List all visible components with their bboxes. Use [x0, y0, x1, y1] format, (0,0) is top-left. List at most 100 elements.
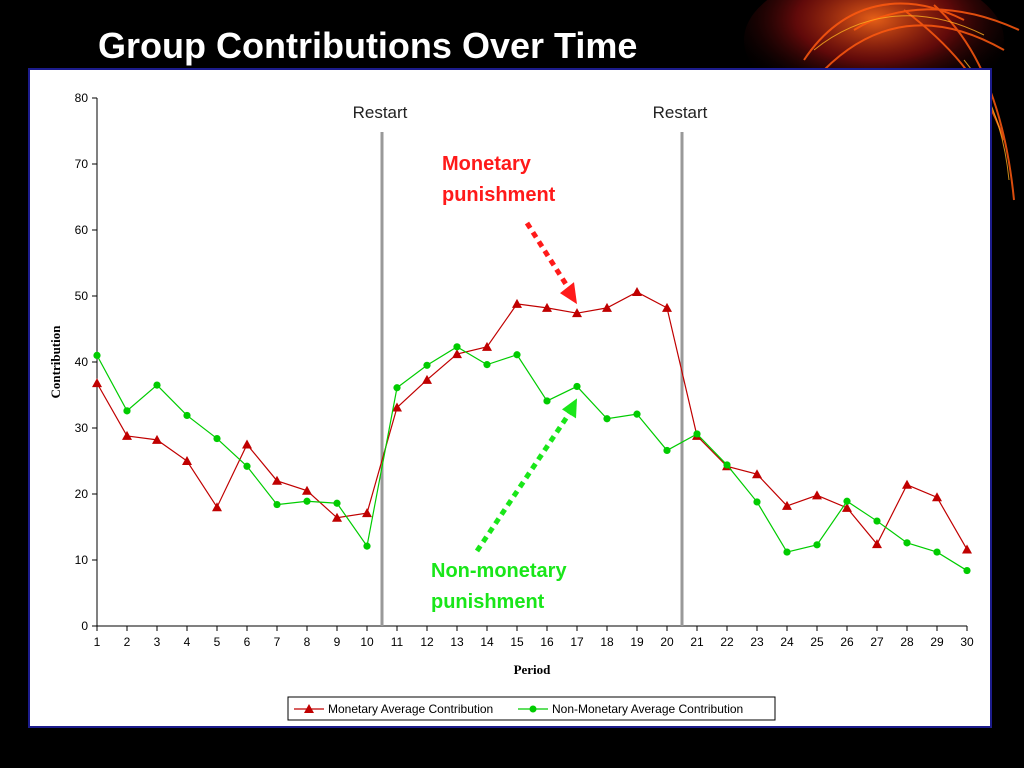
x-tick-label: 18 [600, 635, 614, 649]
non-monetary-point [483, 361, 491, 369]
monetary-point [122, 430, 132, 440]
y-tick-label: 80 [75, 91, 89, 105]
legend: Monetary Average Contribution Non-Moneta… [287, 696, 776, 721]
monetary-point [212, 502, 222, 512]
slide-title: Group Contributions Over Time [98, 25, 638, 66]
non-monetary-point [273, 500, 281, 509]
non-monetary-point [843, 497, 851, 505]
non-monetary-point [753, 498, 761, 506]
non-monetary-point [663, 446, 671, 455]
x-axis-title: Period [514, 662, 552, 677]
non-monetary-annotation-line-2: punishment [431, 591, 545, 613]
monetary-point [152, 434, 162, 444]
non-monetary-point [183, 411, 191, 420]
non-monetary-point [873, 517, 881, 525]
non-monetary-point [933, 548, 941, 556]
monetary-point [602, 302, 612, 312]
non-monetary-point [453, 343, 461, 351]
x-tick-label: 1 [94, 635, 101, 649]
restart-lines: Restart Restart [353, 103, 708, 626]
x-tick-label: 15 [510, 635, 524, 649]
non-monetary-point [93, 351, 101, 359]
restart-label-2: Restart [653, 103, 708, 122]
x-tick-label: 17 [570, 635, 584, 649]
monetary-point [392, 402, 402, 412]
x-tick-label: 20 [660, 635, 674, 649]
monetary-point [782, 500, 792, 510]
non-monetary-point [543, 397, 551, 405]
x-tick-label: 2 [124, 635, 131, 649]
monetary-point [872, 539, 882, 549]
non-monetary-point [333, 499, 341, 507]
monetary-point [902, 479, 912, 489]
non-monetary-point [633, 410, 641, 418]
x-tick-label: 21 [690, 635, 704, 649]
monetary-point [572, 308, 582, 318]
non-monetary-point [723, 461, 731, 469]
non-monetary-point [903, 539, 911, 547]
y-tick-label: 0 [81, 619, 88, 633]
monetary-annotation-line-2: punishment [442, 184, 556, 206]
y-tick-label: 10 [75, 553, 89, 567]
monetary-point [362, 508, 372, 518]
series-layer [92, 287, 972, 575]
non-monetary-annotation-line-1: Non-monetary [431, 560, 567, 582]
legend-non-monetary-label: Non-Monetary Average Contribution [552, 702, 743, 716]
x-tick-label: 6 [244, 635, 251, 649]
monetary-annotation-line-1: Monetary [442, 153, 532, 175]
non-monetary-point [363, 542, 371, 550]
non-monetary-arrow-head [562, 398, 577, 419]
monetary-point [752, 469, 762, 479]
x-tick-label: 13 [450, 635, 464, 649]
non-monetary-point [693, 430, 701, 438]
non-monetary-point [393, 384, 401, 392]
monetary-point [452, 349, 462, 359]
monetary-arrow-head [560, 282, 577, 305]
non-monetary-point [213, 434, 221, 443]
annotations: Monetary punishment Non-monetary punishm… [431, 153, 577, 613]
chart-panel [28, 68, 992, 728]
non-monetary-point [963, 566, 971, 575]
x-tick-label: 3 [154, 635, 161, 649]
restart-label-1: Restart [353, 103, 408, 122]
monetary-point [842, 502, 852, 512]
y-tick-label: 50 [75, 289, 89, 303]
monetary-point [332, 512, 342, 522]
x-tick-label: 19 [630, 635, 644, 649]
x-tick-label: 8 [304, 635, 311, 649]
monetary-point [542, 302, 552, 312]
monetary-point [482, 341, 492, 351]
x-tick-label: 28 [900, 635, 914, 649]
monetary-point [932, 492, 942, 502]
monetary-point [812, 490, 822, 500]
x-tick-label: 12 [420, 635, 434, 649]
x-tick-label: 22 [720, 635, 734, 649]
legend-monetary-label: Monetary Average Contribution [328, 702, 493, 716]
non-monetary-point [813, 541, 821, 549]
x-tick-label: 26 [840, 635, 854, 649]
non-monetary-arrow-shaft [474, 411, 573, 553]
monetary-point [92, 378, 102, 388]
monetary-point [962, 544, 972, 554]
non-monetary-point [243, 462, 251, 470]
y-tick-label: 30 [75, 421, 89, 435]
y-tick-label: 20 [75, 487, 89, 501]
monetary-series-line [96, 291, 968, 550]
non-monetary-point [123, 407, 131, 415]
x-tick-label: 9 [334, 635, 341, 649]
monetary-point [182, 456, 192, 465]
x-tick-label: 4 [184, 635, 191, 649]
monetary-point [512, 298, 522, 308]
non-monetary-point [603, 415, 611, 423]
non-monetary-point [573, 382, 581, 391]
x-tick-label: 11 [391, 635, 404, 649]
monetary-point [242, 439, 252, 449]
non-monetary-point [303, 497, 311, 505]
non-monetary-point [423, 361, 431, 369]
legend-monetary-marker [304, 704, 314, 713]
x-tick-label: 16 [540, 635, 554, 649]
non-monetary-point [513, 351, 521, 359]
x-tick-label: 10 [360, 635, 374, 649]
x-tick-label: 5 [214, 635, 221, 649]
